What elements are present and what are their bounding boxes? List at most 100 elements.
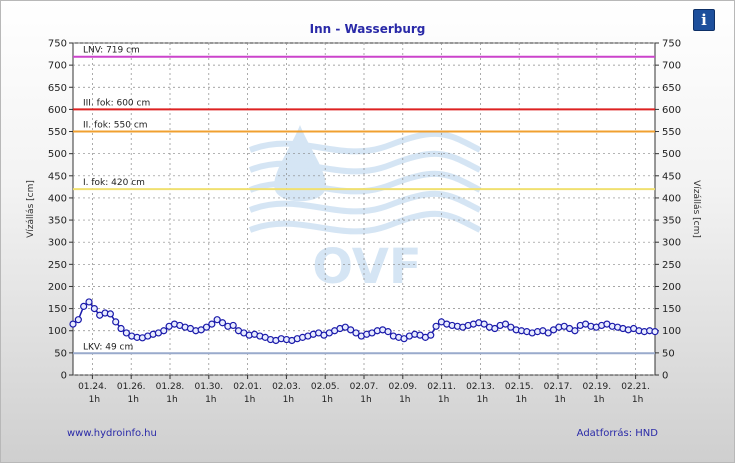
y-tick-label: 150: [48, 304, 67, 315]
y-tick-label-right: 200: [662, 282, 681, 293]
data-point: [69, 320, 77, 328]
data-point: [544, 329, 552, 337]
x-tick-date: 01.26.: [117, 382, 146, 392]
data-point: [571, 327, 579, 335]
data-point: [85, 298, 93, 306]
data-point: [117, 324, 125, 333]
data-point: [218, 319, 227, 327]
y-tick-label: 300: [48, 238, 67, 249]
x-tick-date: 02.21.: [621, 382, 650, 392]
data-point: [112, 318, 120, 326]
reference-line-label: I. fok: 420 cm: [83, 178, 145, 188]
y-tick-label-right: 700: [662, 61, 681, 72]
wave-shape: [248, 150, 482, 175]
x-tick-date: 02.13.: [466, 382, 495, 392]
x-tick-time: 1h: [166, 395, 177, 405]
data-point: [501, 320, 510, 328]
data-point: [80, 302, 88, 310]
wave-shape: [248, 210, 482, 235]
data-point: [427, 331, 435, 339]
info-icon[interactable]: i: [693, 9, 715, 31]
x-tick-date: 01.24.: [78, 382, 107, 392]
data-point: [122, 329, 130, 337]
y-tick-label-right: 600: [662, 105, 681, 116]
x-tick-date: 02.03.: [272, 382, 301, 392]
chart-title: Inn - Wasserburg: [309, 22, 426, 36]
data-point: [229, 321, 237, 330]
y-tick-label: 50: [54, 348, 67, 359]
x-tick-date: 02.15.: [505, 382, 534, 392]
x-tick-time: 1h: [632, 395, 643, 405]
y-tick-label: 500: [48, 149, 67, 160]
data-point: [480, 320, 488, 328]
y-tick-label: 550: [48, 127, 67, 138]
reference-line-label: II. fok: 550 cm: [83, 121, 148, 131]
x-tick-time: 1h: [283, 395, 294, 405]
y-tick-label-right: 150: [662, 304, 681, 315]
data-point: [202, 323, 211, 331]
drop-shape: [274, 125, 326, 202]
x-tick-date: 02.07.: [350, 382, 379, 392]
y-tick-label: 650: [48, 83, 67, 94]
wave-shape: [248, 130, 482, 155]
x-tick-time: 1h: [438, 395, 449, 405]
data-point: [651, 328, 659, 336]
x-tick-time: 1h: [89, 395, 100, 405]
y-tick-label: 400: [48, 193, 67, 204]
y-tick-label: 100: [48, 326, 67, 337]
x-tick-time: 1h: [593, 395, 604, 405]
y-tick-label: 450: [48, 171, 67, 182]
y-tick-label: 700: [48, 61, 67, 72]
x-tick-time: 1h: [321, 395, 332, 405]
y-tick-label: 250: [48, 260, 67, 271]
x-tick-time: 1h: [554, 395, 565, 405]
y-tick-label-right: 50: [662, 348, 675, 359]
x-tick-date: 02.11.: [427, 382, 456, 392]
data-point: [213, 316, 221, 324]
y-tick-label-right: 250: [662, 260, 681, 271]
y-tick-label-right: 0: [662, 371, 668, 382]
ovf-watermark: OVF: [248, 125, 482, 295]
x-tick-date: 02.01.: [233, 382, 262, 392]
y-tick-label-right: 550: [662, 127, 681, 138]
y-tick-label-right: 750: [662, 39, 681, 50]
y-tick-label-right: 400: [662, 193, 681, 204]
x-tick-time: 1h: [360, 395, 371, 405]
data-point: [491, 324, 499, 333]
x-tick-time: 1h: [205, 395, 216, 405]
y-tick-label: 0: [61, 371, 67, 382]
y-axis-label-right: Vízállás [cm]: [691, 180, 701, 238]
x-tick-date: 02.19.: [582, 382, 611, 392]
data-point: [160, 327, 168, 335]
data-point: [352, 329, 360, 337]
x-tick-date: 01.30.: [194, 382, 223, 392]
data-point: [347, 326, 355, 334]
wave-shape: [248, 170, 482, 195]
x-tick-date: 02.17.: [544, 382, 573, 392]
x-tick-time: 1h: [127, 395, 138, 405]
y-axis-label: Vízállás [cm]: [26, 180, 36, 238]
x-tick-time: 1h: [515, 395, 526, 405]
data-point: [74, 316, 82, 324]
y-tick-label-right: 100: [662, 326, 681, 337]
data-point: [432, 322, 440, 330]
data-source-label: Adatforrás: HND: [576, 428, 658, 439]
x-tick-time: 1h: [477, 395, 488, 405]
watermark-text: OVF: [312, 239, 421, 295]
reference-line-label: LNV: 719 cm: [83, 46, 140, 56]
x-tick-date: 01.28.: [156, 382, 185, 392]
source-link[interactable]: www.hydroinfo.hu: [67, 428, 157, 439]
y-tick-label: 200: [48, 282, 67, 293]
data-point: [208, 320, 216, 328]
y-tick-label-right: 350: [662, 216, 681, 227]
y-tick-label-right: 300: [662, 238, 681, 249]
data-point: [90, 305, 98, 313]
x-tick-date: 02.05.: [311, 382, 340, 392]
y-tick-label-right: 650: [662, 83, 681, 94]
y-tick-label: 600: [48, 105, 67, 116]
x-tick-date: 02.09.: [388, 382, 417, 392]
y-tick-label-right: 450: [662, 171, 681, 182]
y-tick-label: 750: [48, 39, 67, 50]
x-tick-time: 1h: [244, 395, 255, 405]
